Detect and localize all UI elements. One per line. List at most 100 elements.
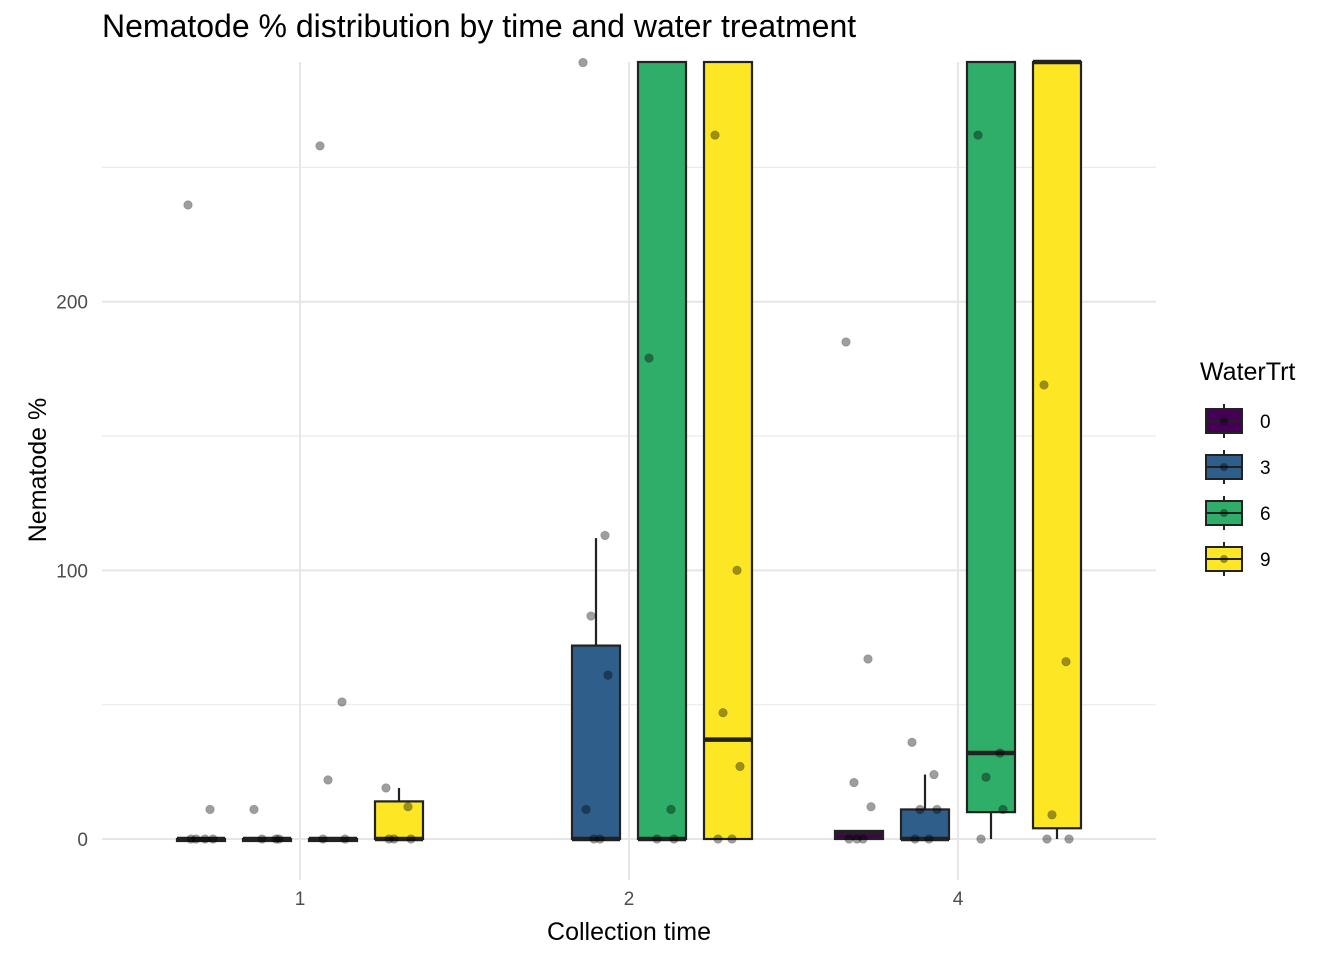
data-point [718, 708, 728, 718]
data-point [841, 337, 851, 347]
data-point [249, 804, 259, 815]
data-point [995, 748, 1005, 758]
data-point [406, 834, 416, 844]
data-point [600, 530, 610, 541]
data-point [318, 834, 328, 844]
chart-title: Nematode % distribution by time and wate… [102, 8, 857, 44]
jitter-points [183, 57, 1074, 844]
y-tick-label: 200 [56, 293, 88, 314]
box [373, 800, 425, 841]
box [702, 60, 754, 841]
data-point [595, 834, 605, 844]
data-point [578, 57, 588, 68]
data-point [1047, 810, 1057, 820]
data-point [713, 834, 723, 844]
data-point [973, 130, 983, 140]
data-point [381, 783, 391, 793]
data-point [1061, 656, 1071, 667]
x-tick-labels: 1 2 4 [295, 889, 964, 910]
y-axis-title: Nematode % [24, 398, 52, 543]
data-point [844, 834, 854, 844]
y-tick-labels: 0 100 200 [56, 293, 88, 851]
data-point [186, 834, 196, 844]
data-point [910, 834, 920, 844]
data-point [915, 804, 925, 815]
legend-key-point [1220, 417, 1228, 425]
x-tick-label: 1 [295, 889, 306, 910]
data-point [389, 834, 399, 844]
x-axis-title: Collection time [547, 918, 711, 946]
data-point [340, 834, 350, 844]
data-point [866, 802, 876, 812]
data-point [669, 834, 679, 844]
boxplot-6-2 [636, 60, 688, 842]
boxplot-0-4 [833, 829, 885, 841]
data-point [403, 802, 413, 812]
data-point [315, 141, 325, 151]
data-point [1039, 380, 1049, 390]
data-point [191, 834, 201, 844]
boxplot-9-4 [1031, 59, 1083, 839]
data-point [200, 834, 210, 844]
boxplot-6-1 [307, 836, 359, 843]
x-tick-label: 2 [624, 889, 635, 910]
data-point [603, 670, 613, 680]
boxplots [175, 59, 1083, 843]
data-point [323, 775, 333, 785]
boxplot-0-1 [175, 836, 227, 843]
boxplot-6-4 [965, 60, 1017, 839]
data-point [732, 565, 742, 576]
data-point [271, 834, 281, 844]
legend-label: 3 [1260, 458, 1271, 479]
y-tick-label: 0 [77, 830, 88, 851]
box [570, 644, 622, 841]
data-point [257, 834, 267, 844]
legend-key-point [1220, 463, 1228, 471]
x-tick-label: 4 [953, 889, 964, 910]
data-point [998, 804, 1008, 815]
data-point [208, 834, 218, 844]
legend-title: WaterTrt [1200, 358, 1295, 386]
legend-label: 6 [1260, 504, 1271, 525]
legend-key-point [1220, 509, 1228, 517]
data-point [924, 834, 934, 844]
box [965, 60, 1017, 814]
data-point [976, 834, 986, 844]
data-point [710, 130, 720, 140]
legend: WaterTrt 0 3 6 9 [1200, 358, 1295, 576]
legend-item-9: 9 [1205, 542, 1271, 576]
boxplot-9-1 [373, 787, 425, 842]
data-point [852, 834, 862, 844]
data-point [586, 611, 596, 621]
legend-item-3: 3 [1205, 450, 1271, 484]
data-point [735, 761, 745, 772]
legend-item-0: 0 [1205, 404, 1271, 438]
box [636, 60, 688, 841]
data-point [727, 834, 737, 844]
data-point [849, 777, 859, 788]
y-tick-label: 100 [56, 561, 88, 582]
data-point [929, 769, 939, 780]
data-point [863, 654, 873, 664]
data-point [907, 737, 917, 747]
legend-label: 0 [1260, 412, 1271, 433]
data-point [858, 834, 868, 844]
data-point [1042, 834, 1052, 844]
boxplot-3-1 [241, 836, 293, 843]
data-point [1064, 834, 1074, 844]
data-point [581, 804, 591, 815]
legend-item-6: 6 [1205, 496, 1271, 530]
data-point [932, 804, 942, 815]
data-point [666, 804, 676, 815]
data-point [337, 697, 347, 707]
data-point [981, 772, 991, 782]
data-point [589, 834, 599, 844]
data-point [274, 834, 284, 844]
data-point [183, 200, 193, 210]
legend-label: 9 [1260, 550, 1271, 571]
boxplot-9-2 [702, 60, 754, 841]
box [899, 808, 951, 841]
data-point [205, 804, 215, 815]
legend-key-point [1220, 555, 1228, 563]
